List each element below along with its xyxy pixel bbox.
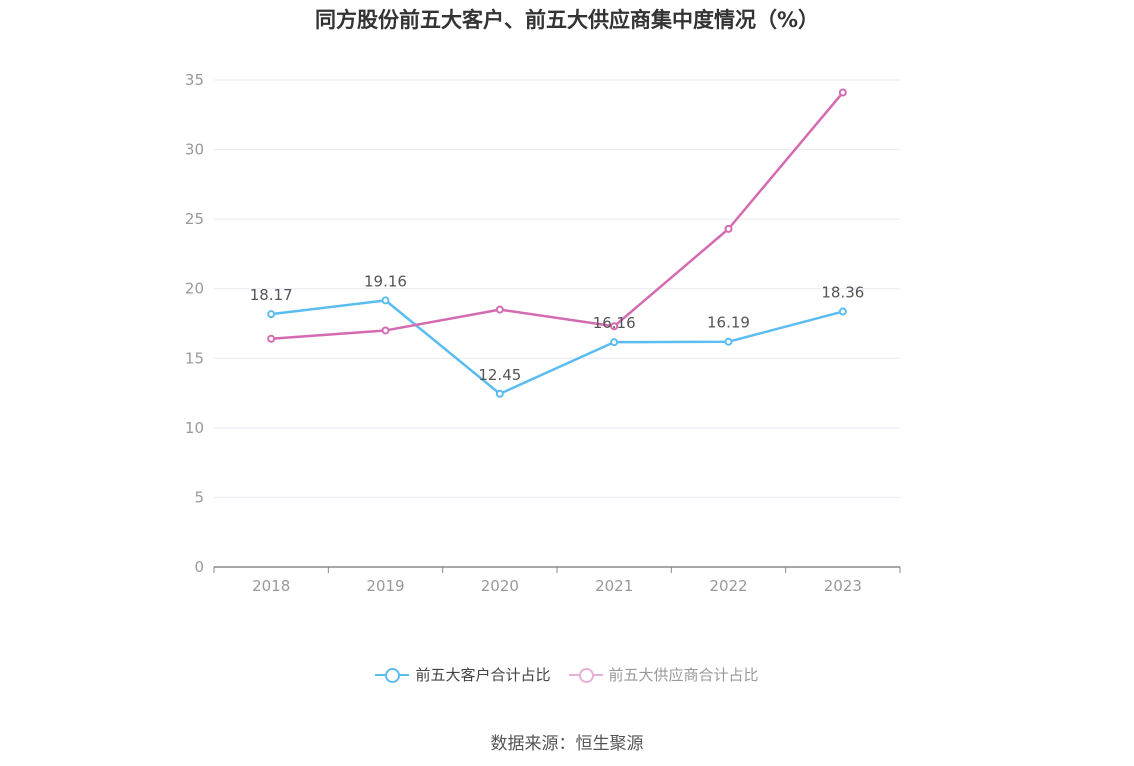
x-tick-label: 2020 — [481, 577, 519, 595]
legend-swatch-customers-icon — [375, 667, 410, 683]
x-tick-label: 2023 — [824, 577, 862, 595]
data-point — [610, 322, 619, 331]
x-tick-label: 2019 — [366, 577, 404, 595]
data-label: 18.36 — [821, 284, 864, 302]
data-point — [267, 310, 276, 319]
x-tick-label: 2018 — [252, 577, 290, 595]
legend-swatch-suppliers-icon — [568, 667, 603, 683]
data-labels: 18.17 19.16 12.45 16.16 16.19 18.36 — [250, 272, 865, 383]
legend: 前五大客户合计占比 前五大供应商合计占比 — [0, 664, 1134, 685]
y-tick-label: 20 — [185, 280, 204, 298]
grid-lines — [214, 79, 900, 498]
data-point — [724, 224, 733, 233]
data-point — [838, 88, 847, 97]
y-tick-label: 25 — [185, 210, 204, 228]
data-point — [495, 389, 504, 398]
data-point — [838, 307, 847, 316]
legend-label-suppliers: 前五大供应商合计占比 — [608, 666, 759, 684]
x-tick-label: 2021 — [595, 577, 633, 595]
y-tick-label: 0 — [194, 558, 204, 576]
data-label: 19.16 — [364, 272, 407, 290]
x-tick-label: 2022 — [709, 577, 747, 595]
data-label: 12.45 — [478, 366, 521, 384]
series-lines — [267, 88, 847, 398]
y-tick-label: 15 — [185, 349, 204, 367]
source-note: 数据来源：恒生聚源 — [490, 734, 644, 754]
data-point — [495, 305, 504, 314]
legend-item-suppliers[interactable]: 前五大供应商合计占比 — [568, 664, 759, 685]
data-label: 18.17 — [250, 286, 293, 304]
data-point — [381, 326, 390, 335]
x-axis: 2018 2019 2020 2021 2022 2023 — [213, 566, 901, 595]
data-point — [724, 337, 733, 346]
data-point — [267, 334, 276, 343]
legend-label-customers: 前五大客户合计占比 — [415, 666, 551, 684]
y-tick-label: 30 — [185, 141, 204, 159]
data-label: 16.16 — [593, 314, 636, 332]
data-point — [381, 296, 390, 305]
y-tick-label: 5 — [194, 488, 204, 506]
line-chart: 2018 2019 2020 2021 2022 2023 05101520253035 … — [185, 71, 901, 595]
y-tick-label: 35 — [185, 71, 204, 89]
y-tick-label: 10 — [185, 419, 204, 437]
y-axis: 0 5 10 15 20 25 30 35 — [185, 71, 204, 576]
chart-title: 同方股份前五大客户、前五大供应商集中度情况（%） — [314, 8, 820, 32]
series-line-customers — [271, 299, 844, 396]
legend-item-customers[interactable]: 前五大客户合计占比 — [375, 664, 551, 685]
data-label: 16.19 — [707, 314, 750, 332]
series-line-suppliers — [271, 91, 844, 341]
data-point — [610, 338, 619, 347]
